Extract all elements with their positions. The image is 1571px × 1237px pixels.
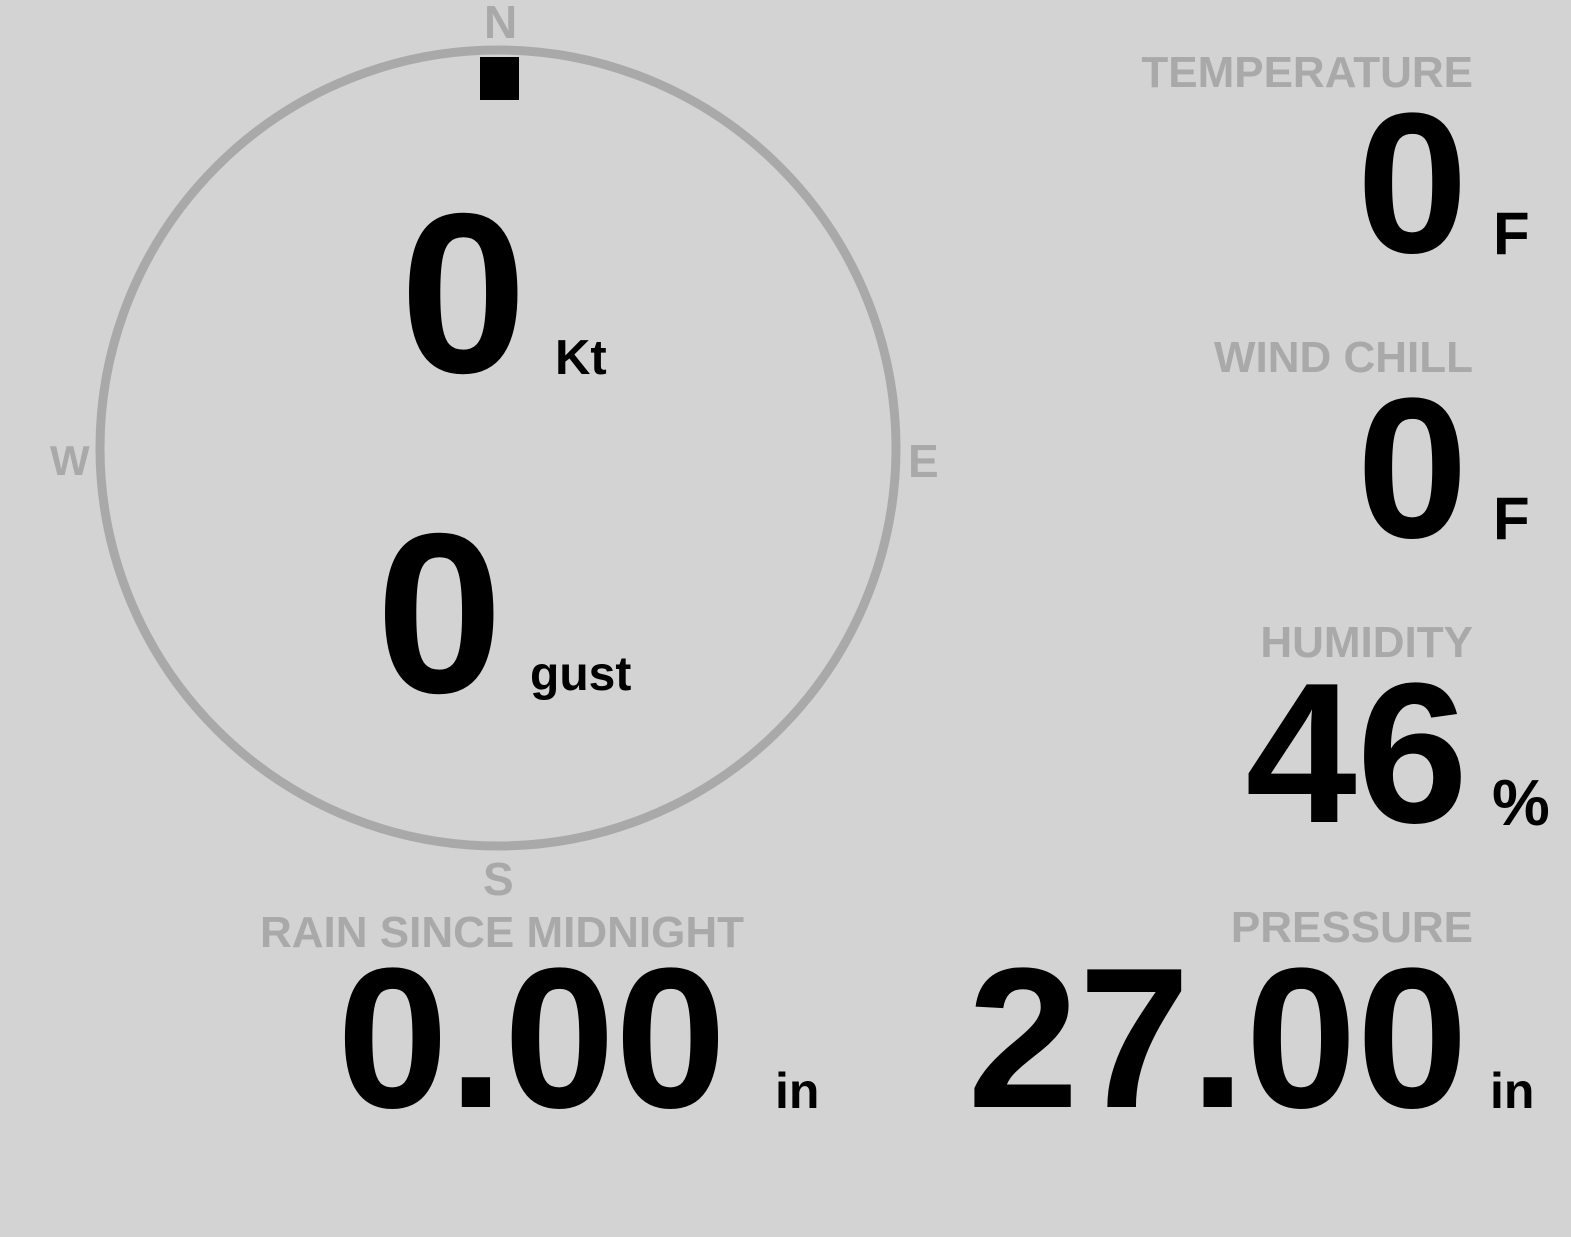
humidity-value: 46 — [1245, 642, 1468, 865]
rain-value: 0.00 — [337, 927, 727, 1150]
wind-speed-unit: Kt — [555, 331, 607, 385]
compass-west: W — [50, 437, 90, 484]
temperature-label: TEMPERATURE — [1141, 48, 1473, 97]
pressure-unit: in — [1490, 1063, 1535, 1119]
rain-unit: in — [775, 1063, 820, 1119]
wind-gust-value: 0 — [376, 487, 503, 741]
compass-north: N — [484, 0, 518, 48]
compass-south: S — [483, 853, 514, 905]
pressure-label: PRESSURE — [1230, 903, 1473, 952]
wind-chill-unit: F — [1493, 485, 1530, 552]
humidity-unit: % — [1492, 766, 1550, 839]
temperature-unit: F — [1493, 200, 1530, 267]
pressure-value: 27.00 — [967, 927, 1469, 1150]
wind-gust-unit: gust — [530, 648, 632, 701]
wind-speed-value: 0 — [400, 167, 527, 421]
wind-direction-indicator — [480, 57, 519, 100]
compass-ring — [95, 45, 901, 851]
humidity-label: HUMIDITY — [1260, 618, 1473, 667]
compass-east: E — [908, 435, 939, 487]
rain-label: RAIN SINCE MIDNIGHT — [260, 908, 744, 957]
wind-chill-value: 0 — [1356, 357, 1468, 580]
wind-chill-label: WIND CHILL — [1213, 333, 1473, 382]
temperature-value: 0 — [1356, 72, 1468, 295]
